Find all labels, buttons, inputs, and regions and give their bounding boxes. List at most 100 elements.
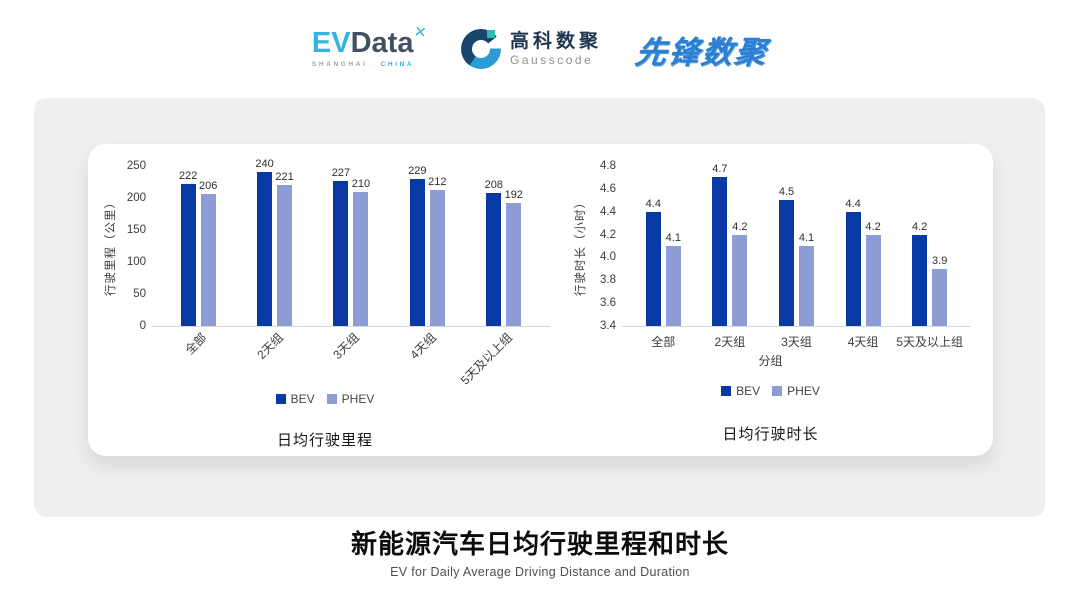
bar-value-label: 4.2 — [732, 220, 748, 233]
logo-header: EV Data ✕ SHANGHAI CHINA 高科数聚 Gausscode … — [0, 16, 1080, 82]
y-tick-label: 3.4 — [600, 320, 616, 332]
duration-y-axis-title: 行驶时长（小时） — [575, 196, 587, 296]
evdata-shanghai-text: SHANGHAI — [311, 61, 368, 69]
bar-value-label: 3.9 — [932, 254, 948, 267]
bar-bev: 208 — [485, 179, 503, 326]
panel-card: 行驶里程（公里） 0 50 100 150 200 250 222 206 全部 240 221 2… — [34, 98, 1045, 517]
y-tick-label: 3.6 — [600, 297, 616, 310]
bar-bev: 4.4 — [845, 198, 861, 326]
bar-bev: 4.7 — [712, 163, 728, 326]
bar-phev: 212 — [428, 176, 447, 326]
y-tick-label: 150 — [126, 224, 146, 236]
bar-phev: 4.1 — [666, 232, 681, 326]
legend-item-bev: BEV — [721, 384, 760, 398]
legend-swatch-bev — [721, 386, 732, 396]
bar-group: 222 206 全部 — [179, 166, 217, 357]
x-tick-label: 全部 — [651, 335, 676, 349]
bar-value-label: 4.1 — [798, 232, 815, 244]
duration-x-axis-title: 分组 — [758, 354, 783, 368]
bar-bev: 227 — [332, 167, 350, 326]
gausscode-cn-text: 高科数聚 — [510, 30, 603, 52]
gausscode-en-text: Gausscode — [510, 52, 594, 67]
page-subtitle: EV for Daily Average Driving Distance an… — [390, 564, 690, 579]
bar-value-label: 221 — [275, 170, 294, 183]
bar-phev: 210 — [352, 178, 370, 326]
bar-bev: 222 — [179, 170, 197, 326]
x-tick-label: 5天及以上组 — [896, 335, 964, 349]
x-tick-label: 3天组 — [781, 335, 812, 349]
evdata-wordmark: EV Data ✕ — [311, 23, 428, 60]
bar-group: 208 192 5天及以上组 — [458, 166, 523, 388]
legend-label: PHEV — [341, 392, 375, 406]
y-tick-label: 4.8 — [600, 160, 616, 172]
chart-daily-driving-distance: 行驶里程（公里） 0 50 100 150 200 250 222 206 全部 240 221 2… — [100, 158, 550, 456]
pioneer-shujiu-logo: 先锋数聚 — [633, 34, 771, 70]
bar-phev: 221 — [275, 171, 294, 326]
gausscode-wordmark: 高科数聚 Gausscode — [510, 30, 603, 67]
page-title: 新能源汽车日均行驶里程和时长 — [350, 529, 729, 559]
duration-chart-plot-area: 行驶时长（小时） 3.4 3.6 3.8 4.0 4.2 4.4 4.6 4.8 4.4 4.1… — [570, 160, 971, 349]
legend-swatch-phev — [326, 394, 337, 404]
y-tick-label: 50 — [133, 288, 146, 300]
bar-bev: 4.2 — [912, 221, 927, 326]
x-tick-label: 2天组 — [714, 335, 746, 349]
distance-chart-plot-area: 行驶里程（公里） 0 50 100 150 200 250 222 206 全部 240 221 2… — [100, 158, 550, 388]
bar-phev: 206 — [199, 180, 217, 326]
duration-y-axis-title-col: 行驶时长（小时） — [570, 166, 590, 326]
gausscode-g-icon — [461, 29, 502, 69]
bar-group: 4.4 4.1 全部 — [646, 166, 681, 349]
bar-group: 227 210 3天组 — [331, 166, 370, 362]
bar-phev: 192 — [505, 189, 523, 326]
bar-value-label: 222 — [179, 169, 198, 182]
bar-value-label: 4.7 — [712, 163, 728, 176]
y-tick-label: 4.6 — [600, 182, 616, 195]
distance-y-axis-ticks: 0 50 100 150 200 250 — [120, 160, 152, 332]
gausscode-teal-square — [487, 30, 496, 38]
bar-group: 4.4 4.2 4天组 — [845, 166, 881, 349]
distance-legend: BEV PHEV — [100, 391, 550, 407]
y-tick-label: 250 — [126, 160, 146, 172]
evdata-subtext: SHANGHAI CHINA — [312, 62, 414, 69]
bar-value-label: 212 — [428, 176, 447, 189]
y-tick-label: 4.0 — [600, 251, 616, 264]
distance-plot: 222 206 全部 240 221 2天组 227 210 3天组 229 212 4天组 208 19… — [152, 158, 550, 388]
bar-bev: 4.4 — [646, 198, 661, 326]
chart-daily-driving-duration: 行驶时长（小时） 3.4 3.6 3.8 4.0 4.2 4.4 4.6 4.8 4.4 4.1… — [570, 160, 971, 456]
evdata-spark-icon: ✕ — [413, 23, 429, 43]
bar-value-label: 227 — [331, 166, 351, 179]
bar-group: 4.2 3.9 5天及以上组 — [896, 166, 963, 349]
bar-value-label: 4.4 — [645, 197, 661, 210]
evdata-ev-text: EV — [311, 27, 351, 60]
bar-group: 4.5 4.1 3天组 — [779, 166, 815, 349]
bar-phev: 4.2 — [865, 221, 881, 326]
gausscode-logo: 高科数聚 Gausscode — [461, 29, 602, 69]
evdata-china-text: CHINA — [380, 61, 415, 69]
y-tick-label: 0 — [139, 320, 146, 332]
duration-y-axis-ticks: 3.4 3.6 3.8 4.0 4.2 4.4 4.6 4.8 — [590, 160, 622, 332]
bar-phev: 3.9 — [932, 255, 947, 326]
legend-label: BEV — [290, 392, 315, 406]
bar-bev: 229 — [408, 165, 427, 326]
bar-value-label: 206 — [199, 180, 218, 193]
bar-group: 240 221 2天组 — [254, 158, 294, 362]
duration-legend: BEV PHEV — [570, 383, 971, 399]
chart-card: 行驶里程（公里） 0 50 100 150 200 250 222 206 全部 240 221 2… — [88, 144, 993, 456]
distance-y-axis-title: 行驶里程（公里） — [105, 196, 117, 296]
evdata-logo: EV Data ✕ SHANGHAI CHINA — [311, 23, 428, 69]
bar-value-label: 4.4 — [845, 197, 861, 210]
distance-chart-caption: 日均行驶里程 — [276, 432, 373, 449]
y-tick-label: 4.2 — [600, 228, 616, 241]
x-tick-label: 4天组 — [847, 335, 879, 349]
bar-value-label: 4.2 — [912, 220, 928, 233]
bar-value-label: 4.2 — [865, 220, 881, 233]
legend-label: BEV — [736, 384, 761, 398]
bar-value-label: 192 — [504, 189, 523, 202]
bar-phev: 4.2 — [732, 221, 748, 326]
bar-group: 4.7 4.2 2天组 — [712, 163, 748, 349]
bar-bev: 4.5 — [779, 186, 794, 326]
legend-item-phev: PHEV — [772, 384, 820, 398]
evdata-data-text: Data — [350, 27, 414, 60]
y-tick-label: 3.8 — [600, 274, 616, 287]
bar-bev: 240 — [255, 158, 274, 326]
